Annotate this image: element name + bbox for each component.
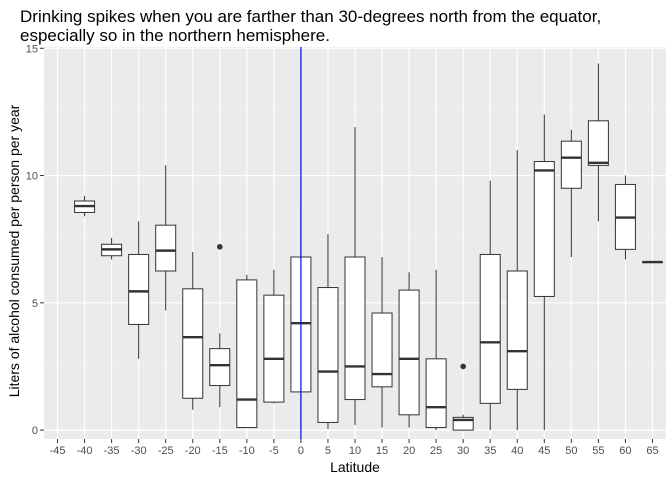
- y-tick-label: 5: [32, 298, 38, 310]
- box--15: [209, 244, 231, 408]
- x-tick-label: 30: [457, 445, 469, 457]
- box-iqr: [182, 288, 204, 399]
- box-iqr: [533, 161, 555, 297]
- x-tick-label: 20: [403, 445, 415, 457]
- x-tick-label: 65: [646, 445, 658, 457]
- x-axis: -45 -40 -35 -30 -25 -20 -15 -10 -5 0 5 10 15 20 25 30 35…: [50, 439, 659, 457]
- outlier-point: [216, 244, 223, 250]
- x-tick-label: -15: [212, 445, 228, 457]
- box--30: [128, 221, 150, 359]
- x-tick-label: 60: [619, 445, 631, 457]
- box-5: [317, 234, 339, 429]
- x-tick-label: -25: [158, 445, 174, 457]
- box-iqr: [479, 253, 501, 404]
- x-tick-label: 50: [565, 445, 577, 457]
- box-iqr: [155, 224, 177, 272]
- box-iqr: [560, 140, 582, 189]
- box-iqr: [587, 120, 609, 166]
- x-tick-label: 40: [511, 445, 523, 457]
- box-iqr: [209, 348, 231, 387]
- box-series: [74, 47, 663, 439]
- y-tick-label: 10: [26, 171, 38, 183]
- x-tick-label: -20: [185, 445, 201, 457]
- box-30: [452, 363, 474, 431]
- x-tick-label: 45: [538, 445, 550, 457]
- x-tick-label: 0: [298, 445, 304, 457]
- box-iqr: [128, 253, 150, 325]
- x-tick-label: 10: [349, 445, 361, 457]
- box--5: [263, 269, 285, 404]
- box-iqr: [263, 294, 285, 403]
- y-axis-title: Liters of alcohol consumed per person pe…: [6, 104, 22, 397]
- box-65: [641, 260, 663, 264]
- x-tick-label: -40: [77, 445, 93, 457]
- x-tick-label: -10: [239, 445, 255, 457]
- box-35: [479, 180, 501, 431]
- chart-title-line-2: especially so in the northern hemisphere…: [20, 26, 330, 45]
- box-iqr: [506, 270, 528, 390]
- box-15: [371, 257, 393, 428]
- outlier-point: [460, 363, 466, 370]
- box--40: [74, 195, 96, 217]
- box-iqr: [371, 312, 393, 388]
- x-axis-title: Latitude: [330, 459, 380, 475]
- box-10: [344, 127, 366, 425]
- x-tick-label: 25: [430, 445, 442, 457]
- x-tick-label: 15: [376, 445, 388, 457]
- box-iqr: [236, 279, 258, 429]
- box--35: [101, 237, 123, 260]
- box-55: [587, 63, 609, 222]
- box-iqr: [344, 256, 366, 401]
- box-iqr: [317, 287, 339, 423]
- chart-title-line-1: Drinking spikes when you are farther tha…: [20, 7, 601, 26]
- box--25: [155, 165, 177, 311]
- x-tick-label: 55: [592, 445, 604, 457]
- box-40: [506, 150, 528, 431]
- y-tick-label: 0: [32, 425, 38, 437]
- box--10: [236, 274, 258, 429]
- box-25: [425, 269, 447, 431]
- box-50: [560, 129, 582, 257]
- box-60: [614, 175, 636, 260]
- box-iqr: [398, 289, 420, 416]
- box--20: [182, 251, 204, 410]
- box-45: [533, 114, 555, 431]
- x-tick-label: 35: [484, 445, 496, 457]
- x-tick-label: -35: [104, 445, 120, 457]
- y-tick-label: 15: [26, 43, 38, 55]
- x-tick-label: -30: [131, 445, 147, 457]
- y-axis: 0 5 10 15: [26, 43, 44, 437]
- box-20: [398, 272, 420, 428]
- x-tick-label: 5: [325, 445, 331, 457]
- box-iqr: [425, 358, 447, 429]
- x-tick-label: -5: [269, 445, 279, 457]
- x-tick-label: -45: [50, 445, 66, 457]
